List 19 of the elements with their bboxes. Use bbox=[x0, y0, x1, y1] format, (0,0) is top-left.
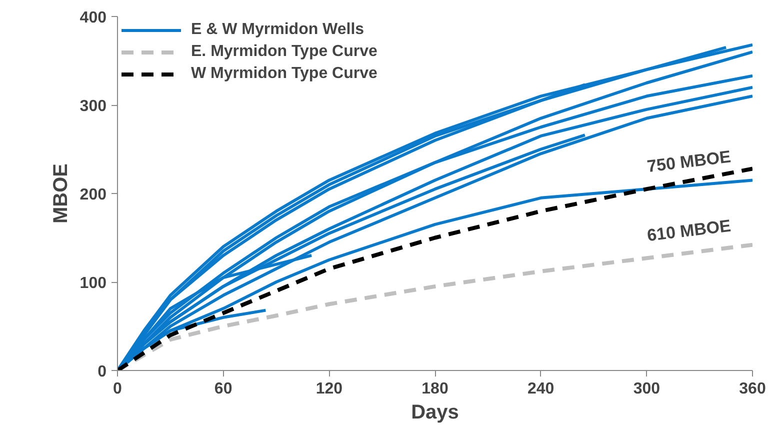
annotation: 610 MBOE bbox=[646, 216, 732, 246]
legend-label: E. Myrmidon Type Curve bbox=[191, 43, 378, 61]
y-tick-label: 200 bbox=[80, 186, 107, 204]
y-tick-label: 100 bbox=[80, 275, 107, 292]
legend-label: E & W Myrmidon Wells bbox=[191, 21, 364, 39]
y-tick-label: 400 bbox=[80, 10, 107, 26]
x-tick-label: 360 bbox=[739, 380, 766, 398]
y-tick-label: 0 bbox=[98, 364, 107, 380]
x-tick-label: 300 bbox=[633, 380, 660, 398]
x-tick-label: 240 bbox=[527, 380, 554, 398]
x-tick-label: 120 bbox=[316, 380, 343, 398]
annotation: 750 MBOE bbox=[646, 147, 732, 176]
legend-label: W Myrmidon Type Curve bbox=[191, 65, 378, 83]
y-tick-label: 300 bbox=[80, 98, 107, 115]
x-tick-label: 180 bbox=[422, 380, 448, 398]
x-tick-label: 60 bbox=[214, 380, 232, 398]
x-axis-title: Days bbox=[411, 402, 459, 424]
x-tick-label: 0 bbox=[113, 380, 122, 398]
y-axis-title: MBOE bbox=[50, 164, 72, 224]
